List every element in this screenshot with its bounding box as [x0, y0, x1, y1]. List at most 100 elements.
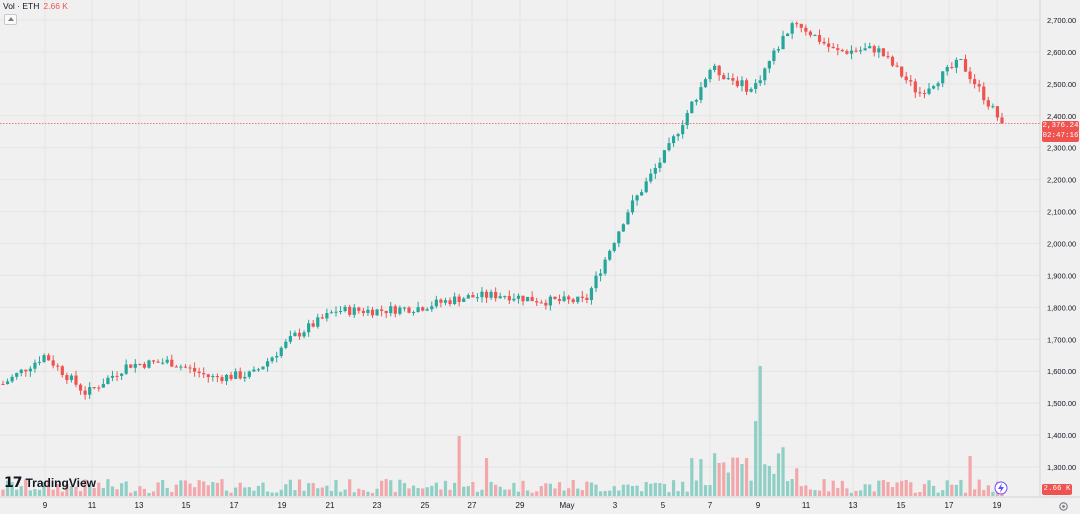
last-price-badge: 2,376.24: [1042, 121, 1079, 132]
volume-bar: [224, 490, 229, 496]
candle-body: [754, 83, 758, 89]
volume-bar: [42, 482, 46, 496]
collapse-legend-button[interactable]: [4, 14, 17, 25]
volume-bar: [822, 479, 826, 496]
volume-bar: [261, 482, 265, 496]
volume-bar: [288, 479, 292, 496]
volume-bar: [927, 480, 931, 496]
volume-bar: [886, 481, 890, 496]
candle-body: [215, 376, 219, 378]
price-tick-label: 1,900.00: [1047, 271, 1076, 280]
candle-body: [129, 364, 133, 368]
volume-bar: [439, 489, 443, 496]
volume-bar: [817, 490, 822, 496]
time-tick-label: 3: [613, 501, 618, 510]
candle-body: [827, 43, 831, 47]
volume-bar: [767, 465, 771, 496]
candle-body: [297, 332, 302, 337]
candle-body: [722, 75, 726, 80]
candle-body: [516, 295, 521, 299]
volume-bar: [585, 481, 589, 496]
time-tick-label: 13: [135, 501, 144, 510]
candle-body: [644, 181, 648, 193]
tradingview-logo[interactable]: 17 TradingView: [4, 475, 96, 491]
candle-body: [950, 66, 954, 68]
volume-bar: [690, 458, 694, 496]
volume-bar: [411, 485, 416, 496]
candle-body: [28, 368, 32, 372]
candle-body: [279, 347, 283, 356]
volume-bar: [421, 488, 425, 496]
time-tick-label: 11: [802, 501, 811, 510]
time-tick-label: 17: [230, 501, 239, 510]
candle-body: [325, 313, 329, 319]
volume-bar: [238, 482, 242, 496]
volume-bar: [120, 483, 124, 496]
candle-body: [165, 359, 169, 363]
candle-body: [475, 297, 480, 299]
volume-bar: [945, 480, 949, 496]
candle-body: [357, 307, 361, 311]
candle-body: [170, 359, 174, 367]
candle-body: [630, 200, 635, 213]
candle-body: [56, 365, 60, 367]
candle-body: [840, 50, 844, 52]
volume-bar: [480, 489, 484, 496]
volume-bar: [270, 492, 274, 496]
volume-bar: [954, 484, 958, 496]
time-tick-label: 27: [468, 501, 477, 510]
candle-body: [503, 296, 507, 298]
volume-bar: [165, 487, 169, 496]
candle-body: [92, 387, 96, 389]
volume-bar: [275, 492, 279, 496]
candle-body: [991, 106, 995, 108]
volume-bar: [370, 492, 375, 496]
time-tick-label: 19: [993, 501, 1002, 510]
logo-flash-icon[interactable]: [994, 481, 1008, 495]
candle-body: [398, 307, 402, 314]
volume-bar: [571, 480, 575, 496]
candle-body: [535, 301, 539, 303]
candle-body: [858, 50, 863, 52]
volume-bar: [78, 491, 83, 496]
volume-bar: [630, 485, 635, 496]
price-tick-label: 2,300.00: [1047, 144, 1076, 153]
candle-body: [421, 307, 425, 311]
volume-bar: [147, 492, 151, 496]
volume-bar: [380, 480, 384, 496]
candle-body: [69, 375, 74, 381]
volume-bar: [74, 486, 78, 496]
candle-body: [598, 273, 603, 276]
volume-bar: [65, 483, 69, 496]
volume-bar: [302, 490, 306, 496]
candle-body: [293, 332, 297, 337]
candle-body: [320, 317, 324, 319]
price-tick-label: 2,600.00: [1047, 48, 1076, 57]
volume-bar: [653, 482, 657, 496]
volume-value: 2.66 K: [43, 1, 68, 11]
volume-bar: [179, 480, 183, 496]
candle-body: [156, 361, 160, 363]
candle-body: [151, 360, 156, 362]
candle-body: [370, 309, 375, 316]
volume-bar: [375, 488, 379, 496]
volume-bar: [813, 490, 817, 496]
candle-body: [434, 299, 438, 307]
volume-bar: [366, 491, 370, 496]
candle-body: [384, 310, 388, 314]
gear-icon[interactable]: [1058, 501, 1069, 512]
volume-bar: [457, 436, 461, 496]
candle-body: [15, 373, 19, 377]
volume-bar: [247, 487, 251, 496]
candle-body: [161, 362, 165, 364]
candle-body: [954, 59, 958, 68]
candle-body: [220, 377, 224, 382]
time-tick-label: 25: [421, 501, 430, 510]
volume-bar: [726, 472, 730, 496]
volume-bar: [772, 473, 776, 496]
volume-bar: [170, 492, 174, 496]
candle-body: [512, 298, 516, 301]
candle-body: [361, 310, 365, 314]
candle-body: [703, 79, 708, 88]
